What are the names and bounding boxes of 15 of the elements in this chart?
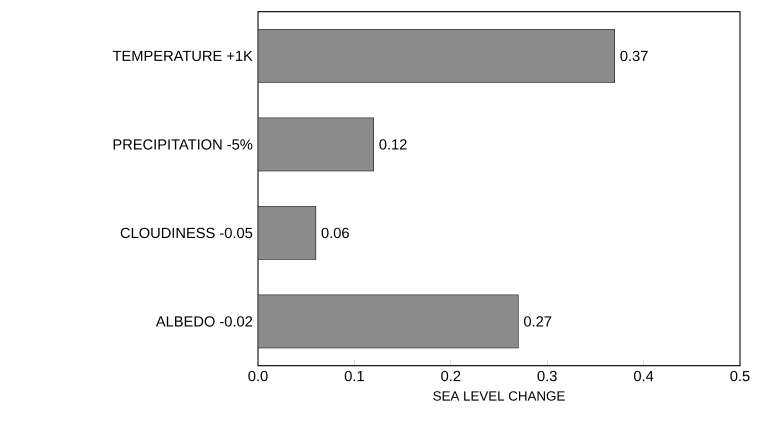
x-tick-label: 0.0 xyxy=(248,371,268,382)
data-label: 0.06 xyxy=(322,228,349,238)
x-tick-label: 0.2 xyxy=(441,371,460,382)
data-label: 0.27 xyxy=(524,316,552,327)
y-tick-label: ALBEDO -0.02 xyxy=(156,316,252,327)
data-label: 0.12 xyxy=(379,139,407,150)
x-tick-label: 0.4 xyxy=(634,371,654,382)
y-tick-label: PRECIPITATION -5% xyxy=(114,139,252,150)
y-tick-label: CLOUDINESS -0.05 xyxy=(120,228,252,238)
x-tick-label: 0.1 xyxy=(344,371,364,382)
x-tick-label: 0.3 xyxy=(538,371,557,382)
x-tick-label: 0.5 xyxy=(730,371,750,382)
x-axis-title: SEA LEVEL CHANGE xyxy=(433,391,565,401)
data-label: 0.37 xyxy=(620,50,648,62)
y-tick-label: TEMPERATURE +1K xyxy=(112,50,253,62)
